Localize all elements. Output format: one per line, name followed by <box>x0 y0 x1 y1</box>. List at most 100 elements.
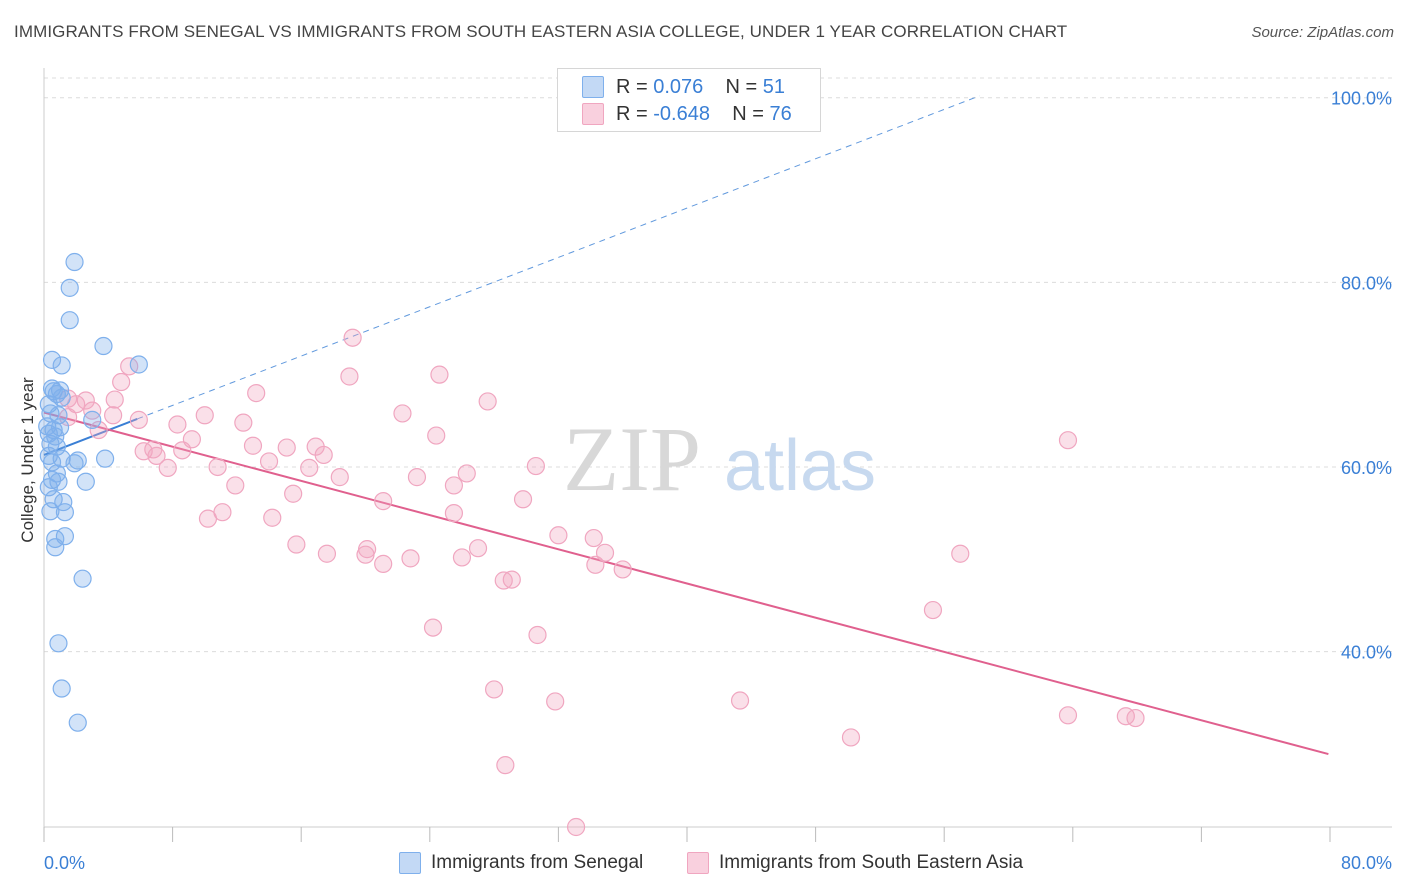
point-sea <box>478 392 497 411</box>
point-senegal <box>49 472 68 491</box>
point-senegal <box>76 472 95 491</box>
point-sea <box>407 468 427 487</box>
point-sea <box>168 415 187 434</box>
point-senegal <box>73 569 92 588</box>
data-points <box>38 252 1145 837</box>
point-sea <box>923 600 943 620</box>
point-sea <box>494 571 513 590</box>
y-tick-label: 40.0% <box>1341 643 1392 663</box>
point-sea <box>83 401 102 420</box>
point-sea <box>112 372 131 392</box>
point-senegal <box>46 538 65 557</box>
point-senegal <box>50 418 70 437</box>
legend-n-label: N = <box>725 75 763 98</box>
point-sea <box>841 728 861 747</box>
point-sea <box>129 410 148 429</box>
x-tick-label: 0.0% <box>44 853 85 873</box>
point-sea <box>951 544 970 563</box>
point-sea <box>1126 708 1145 728</box>
point-sea <box>234 413 253 432</box>
point-sea <box>468 539 488 558</box>
x-tick-label: 80.0% <box>1341 853 1392 873</box>
point-sea <box>284 484 303 503</box>
point-sea <box>330 468 349 487</box>
point-sea <box>595 543 615 562</box>
point-senegal <box>52 679 71 698</box>
legend-n-value: 51 <box>762 75 786 98</box>
legend-swatch-sea <box>582 103 604 125</box>
point-sea <box>549 526 568 545</box>
point-senegal <box>60 278 79 297</box>
point-sea <box>457 464 476 483</box>
point-sea <box>496 756 515 775</box>
point-sea <box>243 436 263 455</box>
grid-lines <box>44 77 1392 653</box>
point-senegal <box>129 355 148 374</box>
point-sea <box>513 490 533 509</box>
point-sea <box>444 504 464 523</box>
point-sea <box>1058 431 1078 450</box>
legend-r-label: R = <box>616 102 654 125</box>
legend-n-value: 76 <box>769 102 792 125</box>
bottom-legend-sea: Immigrants from South Eastern Asia <box>687 852 1023 874</box>
bottom-legend-label-senegal: Immigrants from Senegal <box>431 852 644 873</box>
point-sea <box>586 555 605 574</box>
point-senegal <box>68 713 87 732</box>
point-sea <box>314 445 333 465</box>
bottom-legend-senegal: Immigrants from Senegal <box>399 852 643 874</box>
legend-r-value: 0.076 <box>653 75 704 98</box>
point-sea <box>343 328 362 347</box>
point-sea <box>485 680 504 699</box>
point-sea <box>263 508 282 527</box>
source-label: Source: ZipAtlas.com <box>1251 24 1394 41</box>
trend-senegal-extension <box>137 95 980 420</box>
point-sea <box>430 365 449 384</box>
y-axis-label: College, Under 1 year <box>18 377 37 543</box>
point-senegal <box>55 503 74 522</box>
y-tick-label: 80.0% <box>1341 273 1392 293</box>
point-sea <box>158 458 177 477</box>
point-sea <box>444 476 464 495</box>
point-senegal <box>94 336 113 356</box>
point-sea <box>300 458 319 477</box>
point-senegal <box>52 356 71 375</box>
y-tick-label: 100.0% <box>1331 89 1392 109</box>
point-sea <box>76 391 95 410</box>
point-sea <box>730 691 750 710</box>
point-sea <box>89 420 108 440</box>
trend-lines <box>43 95 1329 756</box>
point-sea <box>104 406 123 425</box>
point-sea <box>584 528 603 548</box>
point-senegal <box>68 451 87 470</box>
point-sea <box>393 404 412 423</box>
point-senegal <box>41 502 60 521</box>
legend-r-value: -0.648 <box>653 102 710 125</box>
point-sea <box>374 492 393 511</box>
point-sea <box>566 817 586 837</box>
point-senegal <box>95 449 115 468</box>
point-sea <box>546 692 565 711</box>
point-senegal <box>49 634 68 653</box>
tick-labels: 40.0% 60.0% 80.0% 100.0% 0.0% 80.0% <box>44 89 1392 873</box>
point-sea <box>287 535 306 554</box>
point-sea <box>259 452 279 471</box>
point-sea <box>340 367 359 386</box>
legend-text-sea: R = -0.648 N = 76 <box>616 103 792 126</box>
point-sea <box>277 438 296 457</box>
point-sea <box>374 554 393 573</box>
watermark-atlas: atlas <box>724 426 876 506</box>
point-sea <box>452 548 472 567</box>
point-senegal <box>65 454 84 473</box>
y-tick-label: 60.0% <box>1341 458 1392 478</box>
bottom-legend-swatch-sea <box>687 852 709 874</box>
point-sea <box>105 390 124 409</box>
point-senegal <box>42 350 62 369</box>
trend-sea <box>43 411 1329 756</box>
stats-legend: R = 0.076 N = 51 R = -0.648 N = 76 <box>557 68 821 132</box>
point-senegal <box>83 410 102 429</box>
point-senegal <box>65 252 84 272</box>
axes <box>43 68 1392 842</box>
watermark: ZIP atlas <box>563 408 876 510</box>
point-sea <box>423 618 443 637</box>
